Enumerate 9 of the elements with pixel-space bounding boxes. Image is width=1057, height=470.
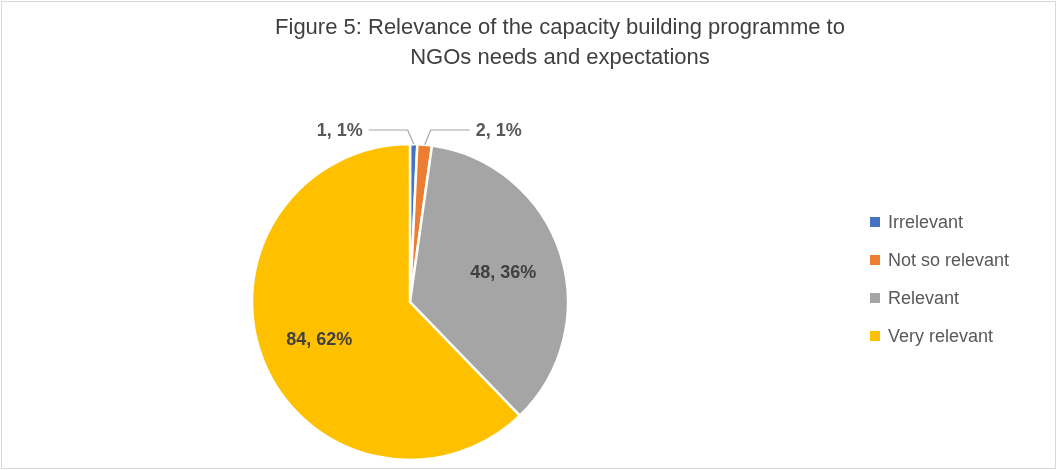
legend-label: Relevant (888, 288, 960, 308)
legend-label: Irrelevant (888, 212, 964, 232)
legend-label: Not so relevant (888, 250, 1010, 270)
data-label: 48, 36% (470, 261, 537, 282)
legend-label: Very relevant (888, 326, 994, 346)
data-label: 1, 1% (316, 120, 363, 140)
data-label: 2, 1% (475, 120, 522, 140)
data-label: 84, 62% (286, 328, 353, 349)
chart-title: Figure 5: Relevance of the capacity building programme to NGOs needs and expectations (275, 14, 845, 69)
